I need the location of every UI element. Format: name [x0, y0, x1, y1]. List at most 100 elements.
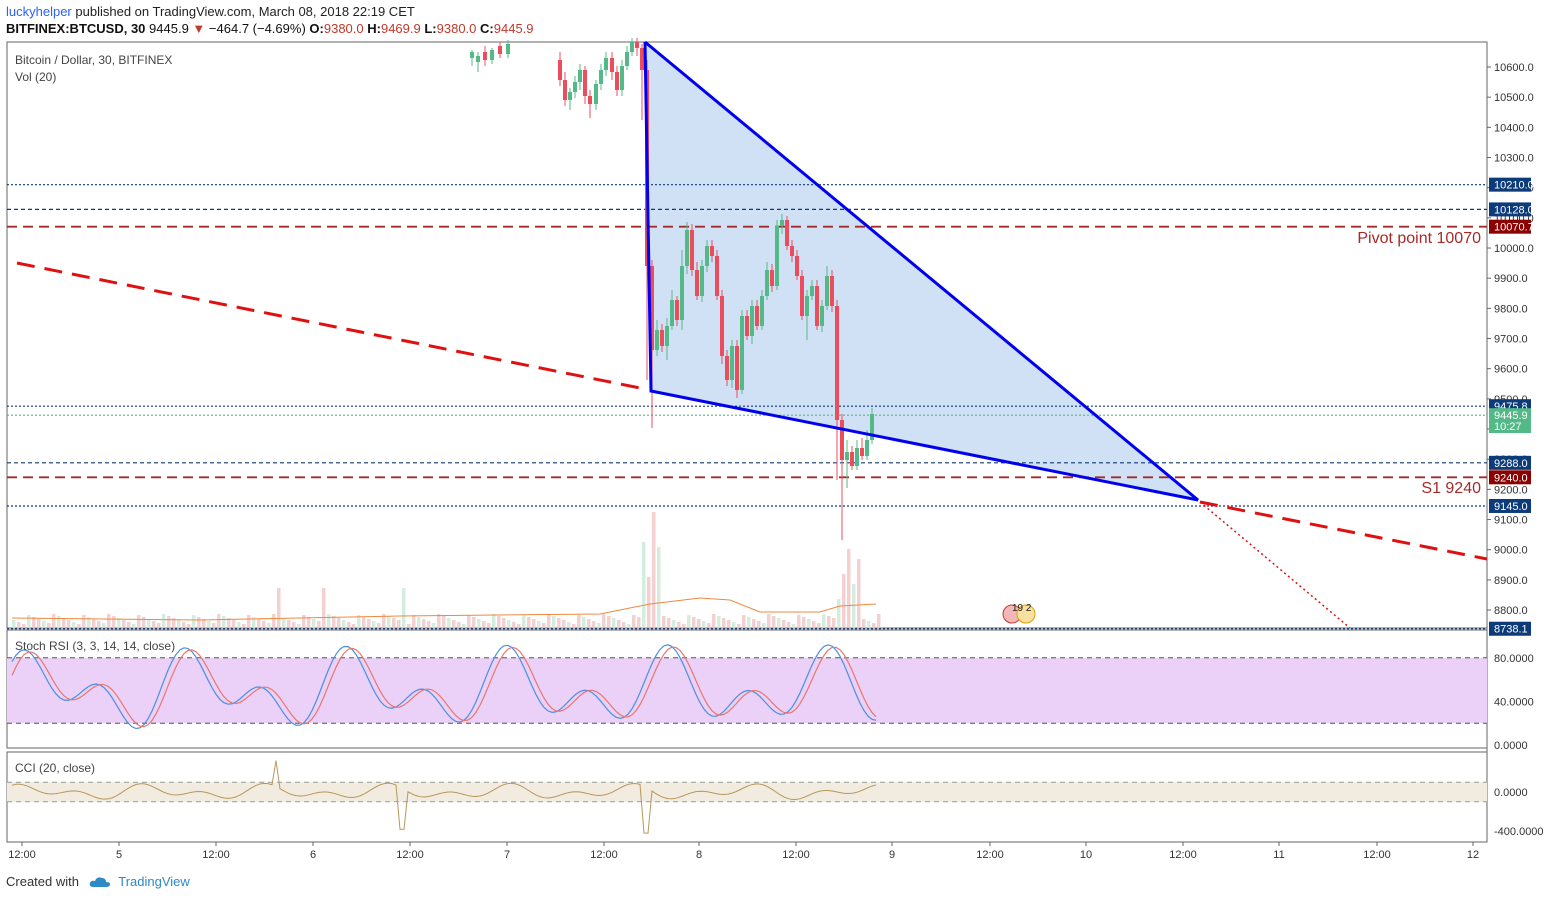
volume-bar	[407, 624, 411, 628]
volume-bar	[77, 624, 81, 628]
candle-body	[630, 42, 634, 52]
volume-bar	[732, 622, 736, 628]
volume-bar	[532, 619, 536, 628]
time-tick-label: 12:00	[8, 849, 36, 861]
close-value: 9445.9	[493, 21, 534, 36]
volume-bar	[82, 615, 86, 628]
volume-bar	[242, 624, 246, 628]
volume-bar	[267, 623, 271, 628]
volume-bar	[132, 624, 136, 628]
price-tick-label: 9600.0	[1494, 364, 1528, 376]
low-label: L:	[424, 21, 437, 36]
volume-bar	[22, 624, 26, 628]
price-badge-label: 10070.7	[1494, 222, 1534, 234]
price-badge-label: 10:27	[1494, 421, 1522, 433]
candle-body	[680, 266, 684, 320]
volume-bar	[212, 623, 216, 628]
volume-bar	[197, 617, 201, 628]
volume-bar	[492, 614, 496, 628]
volume-bar	[432, 623, 436, 628]
volume-bar	[97, 621, 101, 628]
time-tick-label: 12:00	[396, 849, 424, 861]
volume-bar	[177, 620, 181, 628]
volume-bar	[717, 616, 721, 628]
candle-body	[815, 286, 819, 326]
volume-bar	[627, 624, 631, 628]
volume-bar	[442, 616, 446, 628]
candle-body	[855, 448, 859, 466]
vol-legend: Vol (20)	[15, 70, 56, 84]
volume-bar	[27, 615, 31, 628]
candle-body	[578, 70, 582, 82]
publisher-name[interactable]: luckyhelper	[6, 4, 72, 19]
volume-bar	[557, 618, 561, 628]
candle-body	[476, 56, 480, 62]
price-tick-label: 9200.0	[1494, 484, 1528, 496]
high-label: H:	[367, 21, 381, 36]
volume-bar	[347, 622, 351, 628]
candle-body	[830, 276, 834, 306]
volume-bar	[777, 618, 781, 628]
price-badge-label: 9240.0	[1494, 472, 1528, 484]
volume-bar	[842, 574, 846, 628]
trend-line-left	[16, 261, 646, 391]
time-axis[interactable]: 12:00 5 12:00 6 12:00 7 12:00 8 12:00 9 12:00 10 12:…	[8, 842, 1479, 861]
price-badge-label: 9145.0	[1494, 501, 1528, 513]
open-value: 9380.0	[323, 21, 364, 36]
candle-body	[588, 96, 592, 104]
cci-line	[11, 760, 877, 834]
candle-body	[594, 84, 598, 104]
volume-bar	[362, 617, 366, 628]
candle-body	[583, 70, 587, 96]
time-tick-label: 5	[116, 849, 122, 861]
candle-body	[760, 296, 764, 326]
candle-body	[483, 52, 487, 60]
created-with: Created with	[6, 874, 79, 889]
volume-bar	[87, 617, 91, 628]
volume-bar	[282, 618, 286, 628]
candle-body	[470, 52, 474, 58]
candle-body	[765, 270, 769, 296]
candle-body	[568, 92, 572, 100]
tradingview-link[interactable]: TradingView	[118, 874, 190, 889]
price-badge	[1489, 621, 1531, 636]
volume-bar	[512, 622, 516, 628]
candle-body	[670, 300, 674, 326]
volume-bar	[612, 618, 616, 628]
candle-body	[563, 80, 567, 100]
events-icon[interactable]: 19 2	[1002, 603, 1036, 624]
volume-bar	[667, 618, 671, 628]
price-tick-label: 10500.0	[1494, 92, 1534, 104]
price-axis[interactable]: 10600.010500.010400.010300.010200.010100…	[1487, 62, 1534, 636]
volume-bar	[632, 615, 636, 628]
pane-legends: Bitcoin / Dollar, 30, BITFINEX Vol (20) …	[15, 53, 1481, 775]
volume-bar	[697, 619, 701, 628]
volume-bar	[32, 617, 36, 628]
projection-line	[1199, 501, 1351, 629]
volume-bar	[547, 614, 551, 628]
volume-bar	[427, 621, 431, 628]
volume-bar	[317, 621, 321, 628]
volume-bar	[762, 623, 766, 628]
candle-body	[735, 346, 739, 390]
candle-body	[810, 286, 814, 296]
volume-bar	[587, 619, 591, 628]
volume-bar	[192, 615, 196, 628]
volume-bar	[167, 616, 171, 628]
volume-bar	[847, 549, 851, 628]
volume-bar	[202, 619, 206, 628]
time-tick-label: 12:00	[976, 849, 1004, 861]
volume-bar	[72, 622, 76, 628]
stoch-rsi-pane: 80.0000 40.0000 0.0000	[7, 644, 1534, 752]
time-tick-label: 12:00	[202, 849, 230, 861]
volume-bar	[297, 624, 301, 628]
price-badge-label: 10210.0	[1494, 180, 1534, 192]
volume-bar	[642, 542, 646, 628]
volume-bar	[657, 547, 661, 628]
price-badge	[1489, 219, 1531, 234]
price-badge-label: 8738.1	[1494, 624, 1528, 636]
candle-body	[850, 452, 854, 466]
volume-bar	[702, 621, 706, 628]
candle-body	[780, 220, 784, 226]
